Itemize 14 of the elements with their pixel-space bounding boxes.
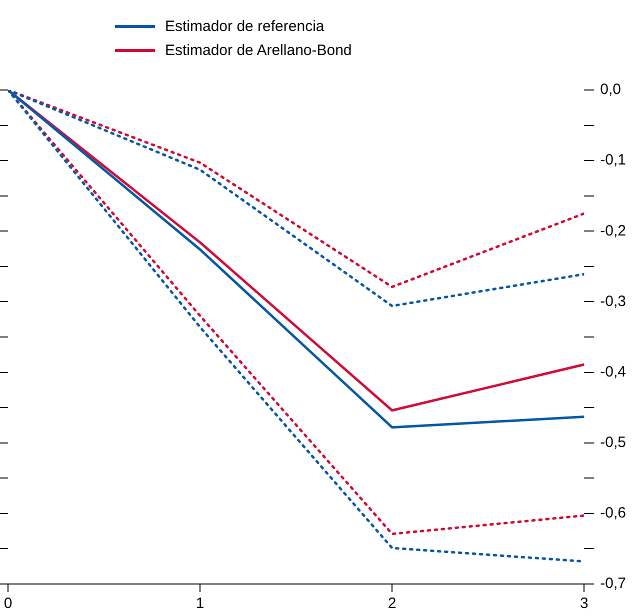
y-tick-label: -0,4 xyxy=(600,363,626,380)
y-tick-label: -0,7 xyxy=(600,575,626,592)
y-tick-label: -0,2 xyxy=(600,222,626,240)
legend-label: Estimador de referencia xyxy=(165,18,324,34)
x-tick-label: 0 xyxy=(4,595,12,612)
x-tick-label: 3 xyxy=(580,595,588,612)
y-tick-label: -0,1 xyxy=(600,152,626,169)
x-tick-label: 1 xyxy=(196,595,204,612)
y-tick-label: -0,5 xyxy=(600,434,626,451)
y-tick-label: -0,3 xyxy=(600,292,626,310)
y-tick-label: 0,0 xyxy=(600,81,622,98)
legend-label: Estimador de Arellano-Bond xyxy=(165,42,352,58)
x-tick-label: 2 xyxy=(388,595,396,612)
y-tick-label: -0,6 xyxy=(600,504,626,522)
